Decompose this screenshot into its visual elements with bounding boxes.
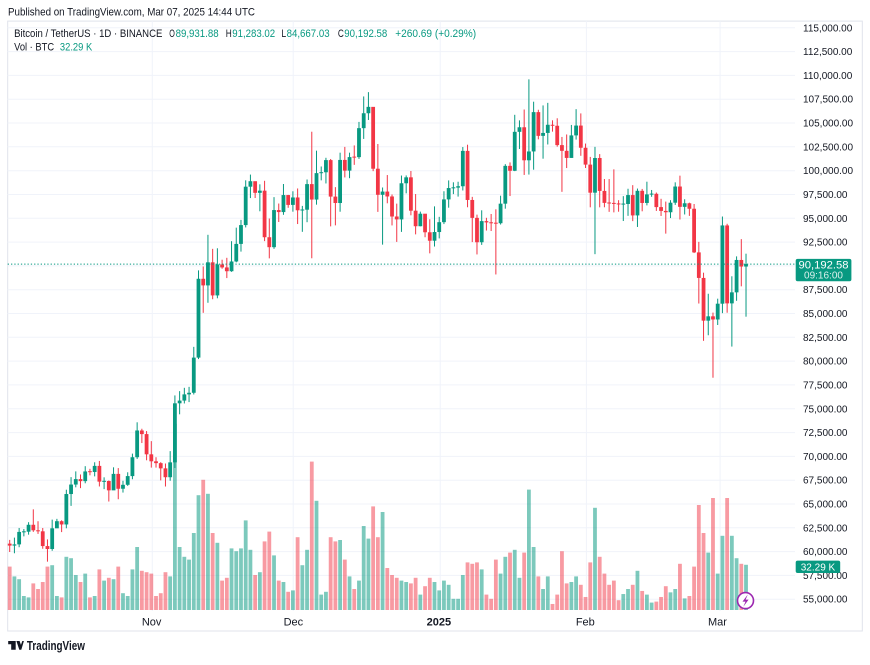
svg-text:Mar: Mar	[708, 617, 727, 629]
svg-text:67,500.00: 67,500.00	[803, 476, 848, 487]
svg-text:2025: 2025	[427, 617, 451, 629]
svg-text:65,000.00: 65,000.00	[803, 500, 848, 511]
svg-text:115,000.00: 115,000.00	[803, 23, 853, 34]
svg-text:80,000.00: 80,000.00	[803, 357, 848, 368]
svg-text:C: C	[338, 28, 344, 40]
svg-text:75,000.00: 75,000.00	[803, 404, 848, 415]
svg-text:92,500.00: 92,500.00	[803, 238, 848, 249]
svg-text:Dec: Dec	[284, 617, 304, 629]
svg-text:87,500.00: 87,500.00	[803, 285, 848, 296]
svg-text:32.29 K: 32.29 K	[801, 562, 836, 573]
svg-text:H: H	[226, 28, 232, 40]
svg-text:72,500.00: 72,500.00	[803, 428, 848, 439]
svg-text:+260.69 (+0.29%): +260.69 (+0.29%)	[395, 28, 476, 40]
svg-text:62,500.00: 62,500.00	[803, 523, 848, 534]
svg-text:Nov: Nov	[142, 617, 162, 629]
svg-text:90,192.58: 90,192.58	[344, 28, 387, 40]
svg-text:77,500.00: 77,500.00	[803, 380, 848, 391]
svg-text:57,500.00: 57,500.00	[803, 571, 848, 582]
svg-text:102,500.00: 102,500.00	[803, 142, 853, 153]
svg-text:107,500.00: 107,500.00	[803, 95, 853, 106]
svg-text:84,667.03: 84,667.03	[287, 28, 330, 40]
svg-text:97,500.00: 97,500.00	[803, 190, 848, 201]
svg-text:09:16:00: 09:16:00	[804, 270, 843, 281]
svg-text:O: O	[169, 28, 175, 40]
svg-text:55,000.00: 55,000.00	[803, 595, 848, 606]
svg-text:Vol · BTC: Vol · BTC	[14, 42, 54, 54]
svg-text:110,000.00: 110,000.00	[803, 71, 853, 82]
svg-text:Feb: Feb	[576, 617, 595, 629]
svg-text:Published on TradingView.com,: Published on TradingView.com, Mar 07, 20…	[8, 7, 255, 19]
svg-text:32.29 K: 32.29 K	[60, 42, 93, 54]
svg-text:89,931.88: 89,931.88	[176, 28, 219, 40]
svg-text:TradingView: TradingView	[27, 639, 85, 653]
svg-text:90,192.58: 90,192.58	[799, 259, 849, 271]
svg-text:70,000.00: 70,000.00	[803, 452, 848, 463]
svg-text:Bitcoin / TetherUS · 1D · BINA: Bitcoin / TetherUS · 1D · BINANCE	[14, 28, 162, 40]
svg-text:112,500.00: 112,500.00	[803, 47, 853, 58]
svg-text:91,283.02: 91,283.02	[232, 28, 275, 40]
svg-text:105,000.00: 105,000.00	[803, 119, 853, 130]
svg-text:60,000.00: 60,000.00	[803, 547, 848, 558]
svg-text:100,000.00: 100,000.00	[803, 166, 853, 177]
svg-text:85,000.00: 85,000.00	[803, 309, 848, 320]
svg-text:82,500.00: 82,500.00	[803, 333, 848, 344]
svg-text:L: L	[281, 28, 286, 40]
svg-text:95,000.00: 95,000.00	[803, 214, 848, 225]
